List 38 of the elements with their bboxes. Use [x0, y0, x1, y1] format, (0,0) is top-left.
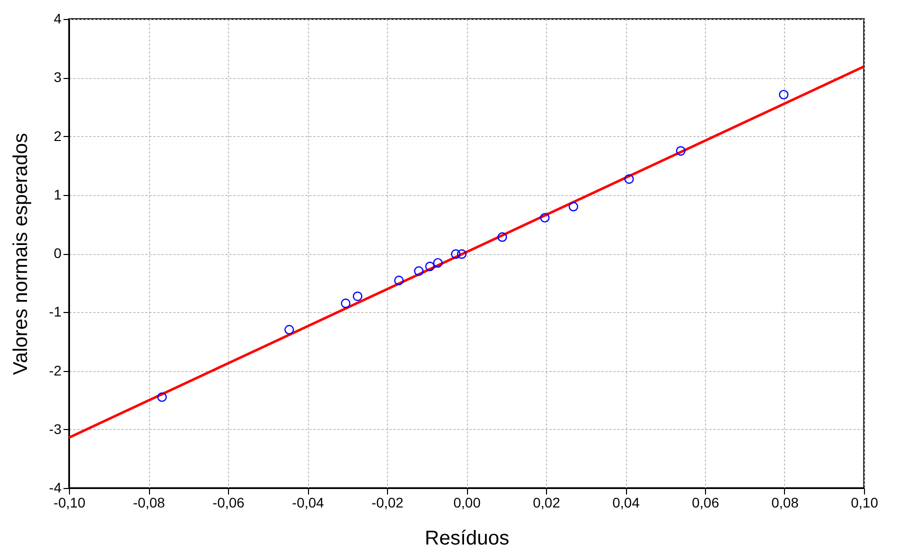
x-tick-label: 0,08 [771, 494, 799, 510]
point [352, 292, 362, 302]
x-tick-label: -0,08 [133, 494, 166, 510]
y-tick-label: -1 [49, 304, 62, 320]
point [676, 146, 686, 156]
y-tick-label: -2 [49, 362, 62, 378]
x-axis-title: Resíduos [424, 528, 510, 550]
x-tick-label: 0,06 [692, 494, 720, 510]
y-tick-label: -3 [49, 420, 62, 437]
point [425, 262, 435, 272]
point [157, 392, 167, 402]
x-tick-label: -0,10 [54, 494, 86, 510]
point [394, 276, 404, 286]
point [568, 202, 578, 212]
y-tick-label: 3 [54, 69, 62, 86]
x-tick-label: 0,10 [850, 494, 878, 510]
y-tick-label: -4 [49, 480, 62, 496]
y-tick-label: 2 [54, 128, 62, 144]
point [284, 324, 294, 334]
y-tick-label: 0 [54, 245, 62, 261]
point [778, 90, 788, 100]
y-axis-title: Valores normais esperados [10, 133, 32, 375]
x-tick-label: -0,04 [292, 494, 324, 510]
point [540, 212, 550, 223]
point [414, 266, 424, 276]
x-tick-label: -0,06 [212, 494, 245, 510]
x-tick-label: 0,04 [612, 494, 640, 510]
point [433, 258, 443, 268]
y-tick-label: 4 [54, 10, 62, 26]
point [456, 249, 467, 259]
x-tick-label: 0,00 [453, 494, 481, 510]
point [340, 298, 350, 308]
point [497, 232, 508, 242]
x-tick-label: 0,02 [532, 494, 560, 510]
y-tick-label: 1 [54, 186, 62, 202]
point [624, 174, 634, 184]
point [450, 249, 461, 259]
x-tick-label: -0,02 [372, 494, 404, 510]
